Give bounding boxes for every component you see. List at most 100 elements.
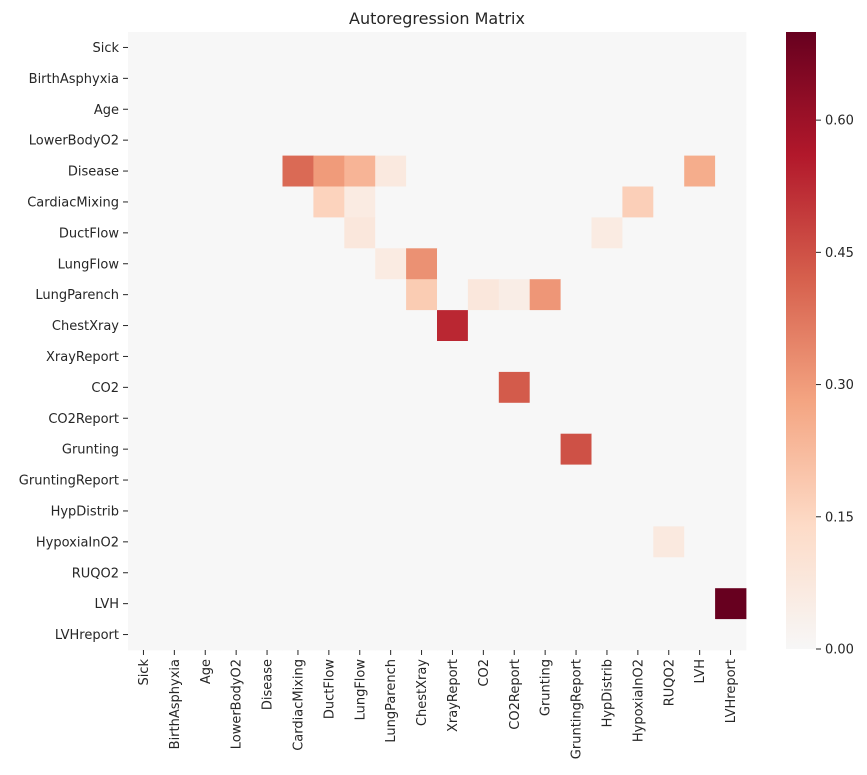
heatmap-cell (375, 217, 407, 249)
heatmap-cell (220, 402, 252, 435)
heatmap-cell (437, 32, 469, 64)
heatmap-cell (313, 155, 345, 187)
heatmap-cell (313, 248, 345, 280)
heatmap-cell (220, 526, 252, 558)
heatmap-cell (344, 279, 376, 311)
heatmap-cell (467, 279, 500, 311)
heatmap-cell (529, 588, 561, 620)
heatmap-cell (375, 433, 407, 465)
heatmap-cell (653, 310, 685, 342)
heatmap-cell (282, 371, 314, 404)
heatmap-cell (684, 619, 716, 651)
heatmap-cell (529, 62, 561, 95)
heatmap-cell (467, 248, 500, 280)
heatmap-cell (220, 124, 252, 156)
heatmap-cell (560, 310, 592, 342)
heatmap-cell (560, 619, 592, 651)
heatmap-cell (282, 32, 314, 64)
heatmap-cell (406, 93, 438, 126)
heatmap-cell (220, 217, 252, 249)
heatmap-cell (189, 32, 222, 64)
heatmap-cell (653, 619, 685, 651)
heatmap-cell (375, 124, 407, 156)
heatmap-cell (282, 124, 314, 156)
heatmap-cell (529, 248, 561, 280)
heatmap-cell (220, 310, 252, 342)
x-tick-label: HypoxiaInO2 (631, 659, 646, 742)
heatmap-cell (158, 464, 191, 496)
heatmap-cell (437, 217, 469, 249)
heatmap-cell (375, 402, 407, 435)
heatmap-cell (591, 371, 623, 404)
heatmap-cell (313, 124, 345, 156)
heatmap-cell (591, 402, 623, 435)
heatmap-cell (653, 588, 685, 620)
heatmap-cell (591, 155, 623, 187)
heatmap-cell (653, 371, 685, 404)
heatmap-cell (653, 341, 685, 373)
heatmap-cell (189, 495, 222, 527)
heatmap-cell (313, 371, 345, 404)
heatmap-cell (406, 588, 438, 620)
heatmap-cell (189, 433, 222, 465)
heatmap-cell (220, 32, 252, 64)
heatmap-cell (467, 588, 500, 620)
y-tick-label: LungParench (35, 288, 119, 303)
heatmap-cell (189, 62, 222, 95)
heatmap-cell (560, 124, 592, 156)
heatmap-cell (529, 32, 561, 64)
y-tick-label: GruntingReport (19, 474, 119, 489)
heatmap-cell (189, 371, 222, 404)
heatmap-cell (344, 186, 376, 218)
heatmap-cell (282, 186, 314, 218)
heatmap-cell (344, 557, 376, 589)
heatmap-cell (560, 279, 592, 311)
heatmap-cell (653, 433, 685, 465)
x-tick-label: BirthAsphyxia (168, 659, 183, 749)
heatmap-cell (251, 557, 283, 589)
heatmap-cell (313, 32, 345, 64)
heatmap-cell (128, 371, 160, 404)
heatmap-cell (467, 495, 500, 527)
heatmap-cell (684, 433, 716, 465)
heatmap-cell (684, 341, 716, 373)
heatmap-cell (437, 124, 469, 156)
heatmap-cell (560, 93, 592, 126)
heatmap-cell (344, 155, 376, 187)
y-tick-label: Sick (92, 41, 119, 56)
heatmap-cell (344, 402, 376, 435)
heatmap-cell (220, 62, 252, 95)
heatmap-cell (220, 588, 252, 620)
heatmap-cell (313, 495, 345, 527)
heatmap-cell (158, 248, 191, 280)
heatmap-cell (560, 495, 592, 527)
heatmap-cell (344, 495, 376, 527)
heatmap-cell (158, 62, 191, 95)
heatmap-cell (591, 495, 623, 527)
heatmap-cell (282, 619, 314, 651)
heatmap-cell (529, 124, 561, 156)
heatmap-cell (282, 93, 314, 126)
x-tick-label: Disease (261, 659, 276, 710)
heatmap-cell (653, 124, 685, 156)
heatmap-cell (560, 217, 592, 249)
heatmap-cell (591, 186, 623, 218)
heatmap-cell (529, 402, 561, 435)
y-tick-label: DuctFlow (59, 226, 120, 241)
heatmap-cell (560, 588, 592, 620)
heatmap-cell (128, 93, 160, 126)
x-tick-labels: Sick BirthAsphyxia Age LowerBodyO2 Disease Ca… (137, 650, 739, 759)
x-tick-label: CO2 (477, 659, 492, 687)
heatmap-cell (437, 248, 469, 280)
heatmap-cell (406, 124, 438, 156)
y-tick-label: RUQO2 (72, 566, 119, 581)
heatmap-cell (498, 557, 531, 589)
heatmap-cell (498, 402, 531, 435)
heatmap-cell (189, 217, 222, 249)
heatmap-cell (158, 557, 191, 589)
heatmap-cell (406, 32, 438, 64)
heatmap-cell (251, 124, 283, 156)
heatmap-cell (467, 124, 500, 156)
heatmap-cell (715, 619, 747, 651)
heatmap-cell (282, 464, 314, 496)
